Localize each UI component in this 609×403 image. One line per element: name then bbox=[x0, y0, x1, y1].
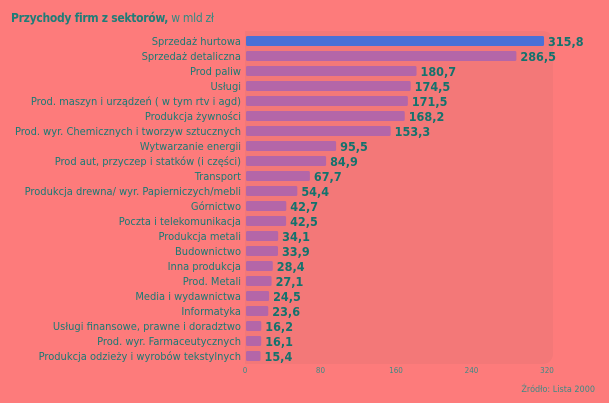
category-label: Media i wydawnictwa bbox=[135, 290, 241, 303]
bar bbox=[246, 216, 287, 226]
category-label: Inna produkcja bbox=[168, 260, 241, 273]
x-tick-label: 240 bbox=[465, 366, 479, 375]
bar bbox=[246, 261, 273, 271]
value-label: 16,2 bbox=[265, 319, 293, 334]
value-label: 27,1 bbox=[276, 274, 304, 289]
category-label: Górnictwo bbox=[191, 200, 241, 213]
bar bbox=[246, 81, 411, 91]
category-label: Prod. wyr. Chemicznych i tworzyw sztuczn… bbox=[15, 125, 241, 138]
category-label: Prod. maszyn i urządzeń ( w tym rtv i ag… bbox=[31, 95, 241, 108]
category-label: Prod. Metali bbox=[183, 275, 241, 288]
value-label: 286,5 bbox=[520, 49, 556, 64]
category-label: Poczta i telekomunikacja bbox=[119, 215, 241, 228]
value-label: 95,5 bbox=[340, 139, 368, 154]
bar bbox=[246, 171, 310, 181]
bar bbox=[246, 66, 417, 76]
source-note: Źródło: Lista 2000 bbox=[521, 385, 595, 395]
bar bbox=[246, 141, 337, 151]
value-label: 171,5 bbox=[412, 94, 448, 109]
value-label: 67,7 bbox=[314, 169, 342, 184]
bar bbox=[246, 186, 298, 196]
category-label: Usługi finansowe, prawne i doradztwo bbox=[53, 320, 241, 333]
value-label: 15,4 bbox=[265, 349, 293, 364]
x-tick-label: 320 bbox=[540, 366, 554, 375]
category-label: Prod aut, przyczep i statków (i części) bbox=[55, 155, 241, 168]
value-label: 42,5 bbox=[290, 214, 318, 229]
category-label: Sprzedaż detaliczna bbox=[142, 50, 241, 63]
bar bbox=[246, 156, 327, 166]
value-label: 84,9 bbox=[330, 154, 358, 169]
category-label: Wytwarzanie energii bbox=[140, 140, 241, 153]
category-label: Prod. wyr. Farmaceutycznych bbox=[97, 335, 241, 348]
category-label: Prod paliw bbox=[190, 65, 241, 78]
chart-title: Przychody firm z sektorów, w mld zł bbox=[11, 11, 214, 25]
category-label: Sprzedaż hurtowa bbox=[152, 35, 241, 48]
value-label: 16,1 bbox=[265, 334, 293, 349]
bar bbox=[246, 126, 391, 136]
bar bbox=[246, 246, 278, 256]
category-label: Produkcja drewna/ wyr. Papierniczych/meb… bbox=[25, 185, 241, 198]
category-label: Produkcja metali bbox=[158, 230, 241, 243]
bar bbox=[246, 351, 261, 361]
bar bbox=[246, 96, 408, 106]
x-tick-label: 160 bbox=[389, 366, 403, 375]
bar bbox=[246, 201, 287, 211]
bar bbox=[246, 321, 262, 331]
bar bbox=[246, 51, 517, 61]
bar bbox=[246, 111, 405, 121]
value-label: 33,9 bbox=[282, 244, 310, 259]
value-label: 174,5 bbox=[415, 79, 451, 94]
category-label: Produkcja żywności bbox=[145, 110, 241, 123]
bar bbox=[246, 276, 272, 286]
bar bbox=[246, 36, 545, 46]
value-label: 54,4 bbox=[301, 184, 329, 199]
category-label: Budownictwo bbox=[175, 245, 241, 258]
value-label: 28,4 bbox=[277, 259, 305, 274]
value-label: 180,7 bbox=[421, 64, 457, 79]
value-label: 42,7 bbox=[290, 199, 318, 214]
value-label: 23,6 bbox=[272, 304, 300, 319]
bar bbox=[246, 306, 269, 316]
value-label: 34,1 bbox=[282, 229, 310, 244]
bar bbox=[246, 336, 262, 346]
category-label: Informatyka bbox=[181, 305, 241, 318]
category-label: Transport bbox=[194, 170, 241, 183]
x-tick-label: 0 bbox=[243, 366, 248, 375]
x-tick-label: 80 bbox=[316, 366, 326, 375]
category-label: Usługi bbox=[210, 80, 241, 93]
bar bbox=[246, 231, 279, 241]
bar bbox=[246, 291, 270, 301]
value-label: 24,5 bbox=[273, 289, 301, 304]
category-label: Produkcja odzieży i wyrobów tekstylnych bbox=[39, 350, 241, 363]
value-label: 168,2 bbox=[409, 109, 445, 124]
value-label: 315,8 bbox=[548, 34, 584, 49]
title-text: Przychody firm z sektorów, bbox=[11, 11, 169, 25]
subtitle-text: w mld zł bbox=[168, 11, 214, 25]
value-label: 153,3 bbox=[395, 124, 431, 139]
